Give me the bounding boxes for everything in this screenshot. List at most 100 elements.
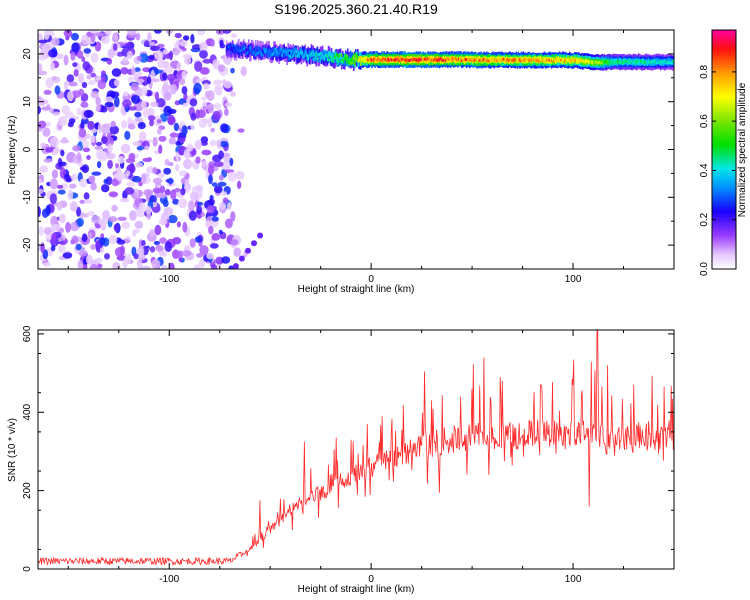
heatmap-noise-cell xyxy=(132,140,142,147)
heatmap-ridge-cell xyxy=(330,54,333,61)
heatmap-ridge-cell xyxy=(306,54,309,58)
heatmap-ridge-cell xyxy=(473,59,475,63)
heatmap-ridge-cell xyxy=(260,48,262,56)
heatmap-ridge-cell xyxy=(506,58,509,61)
heatmap-noise-cell xyxy=(209,139,217,147)
heatmap-ridge-cell xyxy=(635,60,638,63)
heatmap-ridge-cell xyxy=(290,50,293,54)
heatmap-noise-cell xyxy=(154,224,162,236)
heatmap-noise-cell xyxy=(62,252,73,259)
heatmap-ridge-cell xyxy=(237,45,240,52)
heatmap-ridge-cell xyxy=(438,58,441,62)
heatmap-ridge-cell xyxy=(639,60,642,63)
heatmap-noise-cell xyxy=(196,78,203,83)
heatmap-noise-cell xyxy=(154,30,162,34)
heatmap-ridge-cell xyxy=(259,46,261,54)
heatmap-ridge-cell xyxy=(348,61,351,65)
heatmap-ridge-cell xyxy=(230,46,233,58)
heatmap-ridge-cell xyxy=(324,54,327,58)
heatmap-ridge-cell xyxy=(571,58,573,62)
heatmap-noise-cell xyxy=(199,67,210,75)
heatmap-ridge-cell xyxy=(522,58,525,62)
heatmap-ridge-cell xyxy=(251,51,253,55)
heatmap-ridge-cell xyxy=(346,55,349,59)
heatmap-ridge-cell xyxy=(316,57,319,61)
heatmap-ridge-cell xyxy=(265,48,267,55)
heatmap-ridge-cell xyxy=(299,50,302,62)
heatmap-ridge-cell xyxy=(525,57,528,61)
heatmap-noise-cell xyxy=(197,189,203,199)
heatmap-noise-cell xyxy=(111,204,118,212)
heatmap-ridge-cell xyxy=(281,54,283,57)
heatmap-ridge-cell xyxy=(413,57,416,61)
heatmap-ridge-cell xyxy=(260,52,262,56)
heatmap-noise-cell xyxy=(56,184,64,189)
heatmap-ridge-cell xyxy=(483,57,485,61)
heatmap-noise-cell xyxy=(63,173,70,181)
heatmap-ridge-cell xyxy=(297,50,300,54)
heatmap-ridge-cell xyxy=(247,50,249,54)
heatmap-noise-cell xyxy=(56,201,63,211)
heatmap-ridge-cell xyxy=(671,61,673,65)
heatmap-noise-cell xyxy=(90,90,99,99)
heatmap-ridge-cell xyxy=(301,51,304,58)
heatmap-noise-cell xyxy=(106,58,113,65)
heatmap-ridge-cell xyxy=(322,56,325,60)
heatmap-ridge-cell xyxy=(480,58,482,61)
heatmap-ridge-cell xyxy=(563,58,565,62)
heatmap-ridge-cell xyxy=(323,56,326,60)
colorbar: 0.0 0.2 0.4 0.6 0.8 Normalized spectral ampl… xyxy=(699,29,748,276)
heatmap-ridge-cell xyxy=(234,45,237,53)
heatmap-ridge-cell xyxy=(517,58,520,62)
heatmap-ridge-cell xyxy=(407,59,410,62)
heatmap-ridge-cell xyxy=(329,53,332,65)
heatmap-noise-cell xyxy=(219,140,229,148)
heatmap-ridge-cell xyxy=(616,59,619,63)
heatmap-ridge-cell xyxy=(636,60,639,63)
heatmap-noise-cell xyxy=(45,121,51,127)
heatmap-noise-cell xyxy=(38,52,48,61)
heatmap-ridge-cell xyxy=(423,58,426,61)
heatmap-ridge-cell xyxy=(357,54,359,61)
heatmap-noise-cell xyxy=(76,107,82,116)
heatmap-ridge-cell xyxy=(312,57,315,61)
heatmap-ridge-cell xyxy=(352,55,354,62)
heatmap-noise-cell xyxy=(51,169,59,179)
heatmap-ridge-cell xyxy=(651,60,654,63)
heatmap-ridge-cell xyxy=(287,54,290,57)
heatmap-ridge-cell xyxy=(526,58,529,61)
heatmap-ridge-cell xyxy=(408,59,411,62)
heatmap-noise-cell xyxy=(90,244,96,250)
heatmap-ridge-cell xyxy=(476,57,478,61)
heatmap-noise-cell xyxy=(113,32,119,42)
heatmap-ridge-cell xyxy=(241,44,244,51)
heatmap-ridge-cell xyxy=(252,49,254,56)
heatmap-noise-cell xyxy=(43,227,53,236)
heatmap-noise-cell xyxy=(152,177,163,184)
heatmap-ridge-cell xyxy=(399,57,402,61)
heatmap-ridge-cell xyxy=(254,50,256,57)
heatmap-ridge-cell xyxy=(493,59,495,63)
heatmap-noise-cell xyxy=(138,202,146,214)
heatmap-ridge-cell xyxy=(329,50,332,57)
heatmap-ridge-cell xyxy=(267,45,269,57)
heatmap-noise-cell xyxy=(157,172,166,178)
heatmap-noise-cell xyxy=(139,53,149,63)
heatmap-noise-cell xyxy=(214,161,224,168)
heatmap-ridge-cell xyxy=(417,57,420,64)
heatmap-ridge-cell xyxy=(295,48,298,65)
heatmap-ridge-cell xyxy=(322,54,325,66)
heatmap-ridge-cell xyxy=(334,51,337,58)
heatmap-noise-cell xyxy=(141,100,147,110)
snr-ticks: -100 0 100 0 200 400 600 xyxy=(22,325,675,585)
heatmap-noise-cell xyxy=(50,245,56,252)
heatmap-ridge-cell xyxy=(481,57,483,64)
heatmap-noise-cell xyxy=(76,152,82,163)
heatmap-ridge-cell xyxy=(578,59,580,63)
heatmap-noise-cell xyxy=(41,106,51,111)
heatmap-ridge-cell xyxy=(247,51,249,58)
heatmap-ridge-cell xyxy=(576,58,578,62)
heatmap-noise-cell xyxy=(81,81,88,89)
heatmap-ridge-cell xyxy=(255,53,257,57)
heatmap-ridge-cell xyxy=(443,57,446,61)
